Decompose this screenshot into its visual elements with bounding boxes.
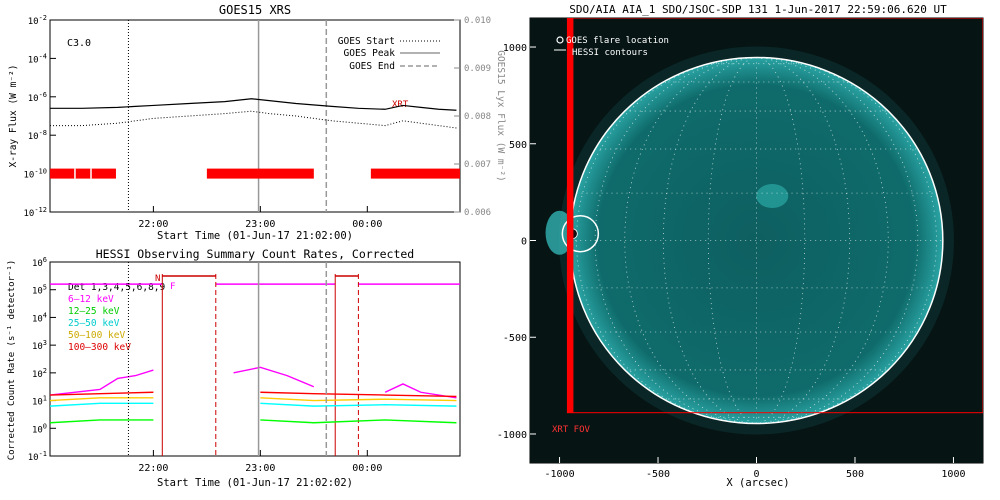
aia-grid	[570, 57, 943, 424]
hessi-flag-n: N	[155, 274, 160, 284]
hessi-series-4-seg-0	[49, 391, 154, 396]
goes-panel: GOES15 XRS Start Time (01-Jun-17 21:02:0…	[8, 3, 506, 242]
goes-legend: GOES Start GOES Peak GOES End	[338, 36, 440, 72]
aia-legend-goes: GOES flare location	[566, 36, 669, 46]
goes-ylabel: X-ray Flux (W m⁻²)	[8, 65, 19, 168]
goes-rtick-label-4: 0.010	[464, 16, 491, 26]
aia-xtick-label-2: 0	[753, 469, 759, 480]
hessi-legend-6-12: 6–12 keV	[68, 294, 114, 305]
hessi-ytick-label-4: 103	[32, 339, 47, 352]
aia-fov-label: XRT FOV	[552, 425, 591, 435]
aia-grid-lon	[756, 57, 919, 424]
hessi-flag-f: F	[170, 282, 175, 292]
aia-xtick-label-4: 1000	[941, 469, 965, 480]
aia-xlabel: X (arcsec)	[726, 477, 789, 489]
goes-ytick-label-0: 10-12	[24, 206, 48, 219]
aia-active-region	[756, 184, 789, 208]
goes-ytick-label-5: 10-2	[28, 14, 47, 27]
goes-ylabel-right: GOES15 Lyx Flux (W m⁻²)	[495, 50, 506, 182]
aia-grid-lon	[756, 57, 851, 424]
goes-xtick-label-1: 23:00	[245, 219, 275, 230]
aia-grid-lon	[624, 57, 757, 424]
goes-frame	[49, 19, 461, 213]
goes-rtick-label-0: 0.006	[464, 208, 491, 218]
hessi-xlabel: Start Time (01-Jun-17 21:02:02)	[157, 477, 353, 489]
aia-solar-disk	[570, 57, 943, 424]
hessi-legend: Det 1,3,4,5,6,8,9 6–12 keV 12–25 keV 25–…	[68, 282, 166, 353]
goes-ytick-label-1: 10-10	[24, 168, 48, 181]
aia-ytick-label-1: -500	[503, 333, 527, 344]
aia-ytick-label-4: 1000	[503, 43, 527, 54]
goes-xrt-annotation: XRT	[392, 100, 409, 110]
goes-ytick-label-3: 10-6	[28, 91, 47, 104]
hessi-series-4-seg-1	[260, 391, 457, 398]
hessi-series-3-seg-0	[49, 397, 154, 402]
aia-xtick-label-3: 500	[846, 469, 864, 480]
aia-ytick-label-3: 500	[509, 140, 527, 151]
goes-bar-0	[50, 168, 116, 179]
hessi-ytick-label-1: 100	[32, 422, 47, 435]
hessi-ytick-label-0: 10-1	[28, 450, 47, 463]
hessi-series-1-seg-1	[260, 419, 457, 424]
hessi-title: HESSI Observing Summary Count Rates, Cor…	[96, 247, 415, 261]
aia-image-group	[530, 18, 983, 463]
hessi-series-0-seg-0	[49, 369, 154, 396]
goes-rtick-label-2: 0.008	[464, 112, 491, 122]
aia-legend-hessi: HESSI contours	[572, 48, 648, 58]
goes-legend-end: GOES End	[349, 61, 395, 72]
aia-grid-lon	[756, 57, 889, 424]
goes-bar-2	[370, 168, 460, 179]
hessi-xtick-label-2: 00:00	[352, 463, 382, 474]
hessi-xtick-label-1: 23:00	[245, 463, 275, 474]
hessi-frame	[49, 261, 461, 457]
hessi-ytick-label-5: 104	[32, 311, 47, 324]
hessi-series-3-seg-1	[260, 397, 457, 402]
hessi-series-0-seg-2	[384, 383, 457, 399]
hessi-legend-det: Det 1,3,4,5,6,8,9	[68, 282, 166, 293]
hessi-ytick-label-3: 102	[32, 367, 47, 380]
hessi-series-1-seg-0	[49, 419, 154, 424]
hessi-series-2-seg-0	[49, 402, 154, 407]
hessi-panel: HESSI Observing Summary Count Rates, Cor…	[7, 247, 461, 489]
aia-legend-goes-marker	[556, 36, 564, 44]
hessi-legend-25-50: 25–50 keV	[68, 318, 120, 329]
hessi-xtick-label-0: 22:00	[138, 463, 168, 474]
aia-grid-lon	[594, 57, 757, 424]
goes-class-label: C3.0	[67, 38, 91, 49]
aia-legend: GOES flare location HESSI contours	[554, 36, 669, 58]
aia-panel: SDO/AIA AIA_1 SDO/JSOC-SDP 131 1-Jun-201…	[497, 3, 984, 489]
goes-ytick-label-2: 10-8	[28, 129, 47, 142]
aia-flare-circle	[561, 214, 600, 253]
aia-ytick-label-0: -1000	[497, 430, 527, 441]
goes-ytick-label-4: 10-4	[28, 52, 47, 65]
hessi-legend-12-25: 12–25 keV	[68, 306, 120, 317]
hessi-series-0-seg-1	[233, 366, 315, 388]
hessi-legend-100-300: 100–300 keV	[68, 342, 131, 353]
goes-xtick-label-0: 22:00	[138, 219, 168, 230]
goes-xtick-label-2: 00:00	[352, 219, 382, 230]
aia-title: SDO/AIA AIA_1 SDO/JSOC-SDP 131 1-Jun-201…	[569, 3, 947, 16]
goes-rtick-label-3: 0.009	[464, 64, 491, 74]
aia-xtick-label-0: -1000	[544, 469, 574, 480]
goes-title: GOES15 XRS	[219, 3, 291, 17]
hessi-ytick-label-7: 106	[32, 256, 47, 269]
aia-xtick-label-1: -500	[646, 469, 670, 480]
aia-ytick-label-2: 0	[521, 237, 527, 248]
hessi-legend-50-100: 50–100 keV	[68, 330, 125, 341]
hessi-ytick-label-2: 101	[32, 395, 47, 408]
aia-xrt-fov-edge	[567, 18, 574, 413]
goes-rtick-label-1: 0.007	[464, 160, 491, 170]
goes-legend-start: GOES Start	[338, 36, 395, 47]
hessi-ytick-label-6: 105	[32, 284, 47, 297]
goes-legend-peak: GOES Peak	[344, 48, 396, 59]
goes-xray-line	[50, 98, 457, 111]
goes-xlabel: Start Time (01-Jun-17 21:02:00)	[157, 230, 353, 242]
aia-grid-lon	[662, 57, 757, 424]
goes-bar-1	[206, 168, 314, 179]
hessi-series-2-seg-1	[260, 402, 457, 407]
hessi-ylabel: Corrected Count Rate (s⁻¹ detector⁻¹)	[7, 260, 17, 460]
